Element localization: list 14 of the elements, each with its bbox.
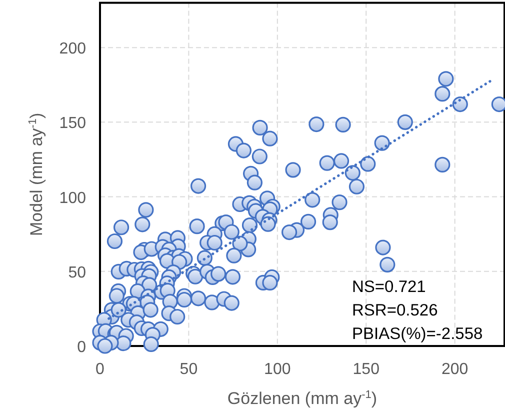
x-axis-title: Gözlenen (mm ay$^{-1}$) bbox=[227, 389, 378, 408]
y-tick-label: 50 bbox=[68, 264, 86, 282]
x-tick-label: 200 bbox=[441, 361, 468, 378]
annotation: NS=0.721 bbox=[352, 278, 426, 296]
y-tick-label: 100 bbox=[59, 190, 86, 207]
y-tick-label: 200 bbox=[59, 40, 86, 58]
annotation: RSR=0.526 bbox=[352, 302, 438, 320]
x-tick-label: 100 bbox=[264, 361, 291, 378]
annotation: PBIAS(%)=-2.558 bbox=[352, 325, 483, 343]
y-tick-label: 150 bbox=[59, 115, 86, 132]
x-tick-label: 0 bbox=[96, 361, 105, 378]
x-tick-label: 150 bbox=[352, 361, 380, 378]
y-tick-label: 0 bbox=[77, 339, 86, 356]
x-tick-label: 50 bbox=[180, 361, 198, 378]
